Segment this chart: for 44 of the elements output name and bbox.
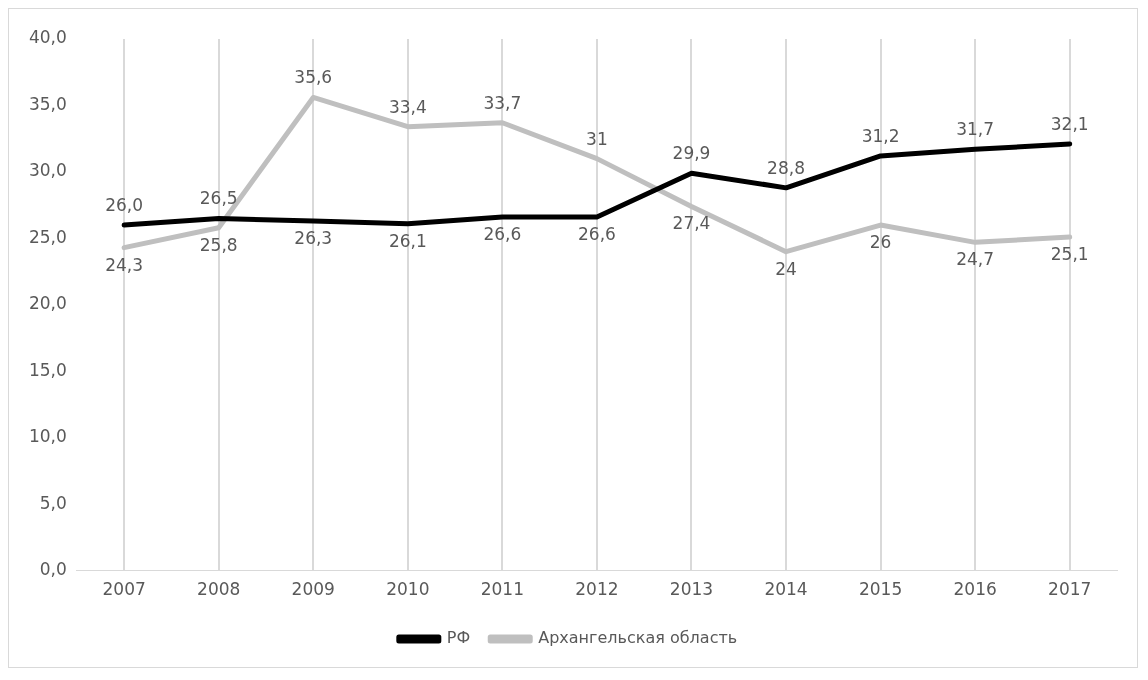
y-tick-label: 25,0: [28, 226, 67, 247]
data-label: 31: [586, 128, 608, 149]
data-label: 24,7: [956, 249, 995, 270]
x-tick-label: 2014: [764, 579, 808, 600]
data-label: 31,2: [861, 125, 900, 146]
y-tick-label: 30,0: [28, 160, 67, 181]
x-tick-label: 2017: [1048, 579, 1092, 600]
y-tick-label: 10,0: [28, 426, 67, 447]
data-label: 33,4: [388, 96, 427, 117]
x-tick-label: 2011: [480, 579, 524, 600]
y-tick-label: 15,0: [28, 359, 67, 380]
data-label: 26,3: [294, 227, 333, 248]
data-label: 25,8: [199, 234, 238, 255]
legend-label: РФ: [446, 628, 471, 648]
data-label: 32,1: [1050, 113, 1089, 134]
data-label: 27,4: [672, 213, 711, 234]
x-tick-label: 2007: [102, 579, 146, 600]
data-label: 29,9: [672, 143, 711, 164]
y-tick-label: 5,0: [39, 492, 67, 513]
data-label: 24: [775, 258, 797, 279]
data-label: 33,7: [483, 92, 522, 113]
data-label: 26,6: [578, 224, 616, 245]
y-tick-label: 20,0: [28, 293, 67, 314]
data-label: 26,1: [388, 230, 427, 251]
x-tick-label: 2015: [858, 579, 903, 600]
data-label: 24,3: [105, 254, 144, 275]
data-label: 25,1: [1050, 243, 1089, 264]
data-label: 26,5: [199, 188, 238, 209]
data-label: 26,6: [483, 224, 522, 245]
y-tick-label: 0,0: [39, 559, 67, 580]
data-label: 26: [869, 231, 892, 252]
x-tick-label: 2013: [669, 579, 714, 600]
data-label: 26,0: [105, 194, 144, 215]
y-tick-label: 40,0: [28, 27, 67, 48]
y-tick-label: 35,0: [28, 93, 67, 114]
x-tick-label: 2009: [291, 579, 335, 600]
x-tick-label: 2010: [386, 579, 430, 600]
data-label: 28,8: [767, 157, 805, 178]
legend-label: Архангельская область: [538, 628, 738, 648]
x-tick-label: 2012: [575, 579, 619, 600]
data-label: 35,6: [294, 67, 333, 88]
data-label: 31,7: [956, 119, 995, 140]
x-tick-label: 2016: [953, 579, 997, 600]
x-tick-label: 2008: [197, 579, 241, 600]
